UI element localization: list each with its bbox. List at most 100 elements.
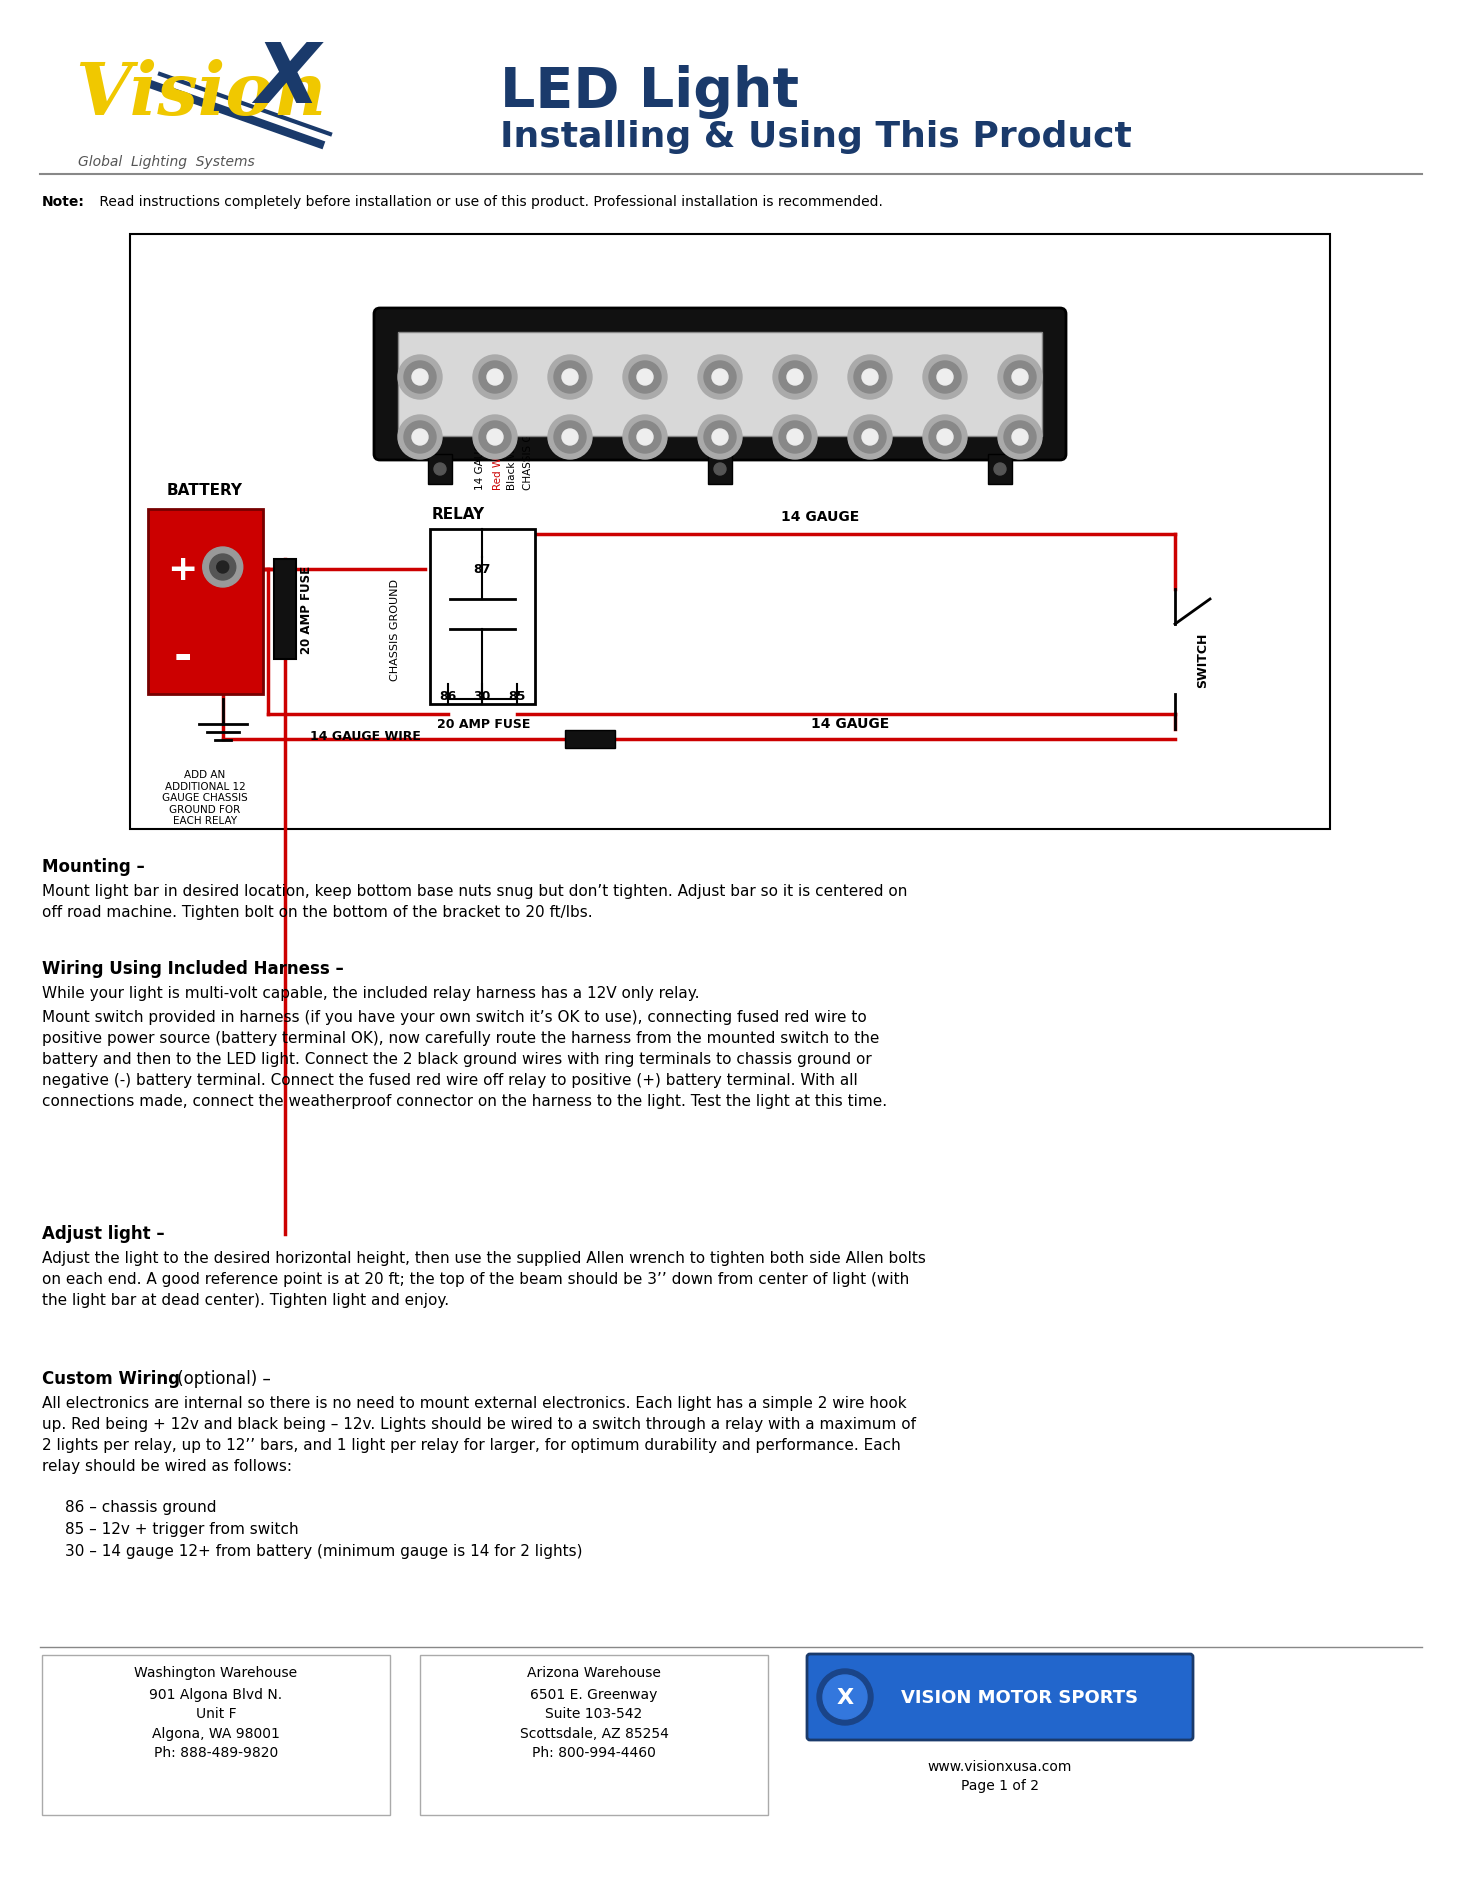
Text: 86: 86 [440, 690, 456, 703]
Bar [148, 509, 263, 694]
Text: SWITCH: SWITCH [1196, 632, 1209, 688]
Text: 901 Algona Blvd N.
Unit F
Algona, WA 98001
Ph: 888-489-9820: 901 Algona Blvd N. Unit F Algona, WA 980… [149, 1686, 282, 1760]
Circle shape [637, 431, 654, 446]
Text: -: - [174, 635, 192, 679]
Circle shape [1004, 361, 1037, 393]
Bar [130, 235, 1330, 829]
FancyBboxPatch shape [807, 1654, 1193, 1741]
Circle shape [203, 547, 243, 588]
Text: CHASSIS GROUND: CHASSIS GROUND [523, 395, 534, 489]
Circle shape [705, 421, 735, 453]
Circle shape [928, 421, 961, 453]
Text: (optional) –: (optional) – [173, 1369, 270, 1387]
Bar [428, 455, 452, 485]
Text: 14 GAUGE WIRE: 14 GAUGE WIRE [310, 729, 421, 743]
Bar [42, 1654, 390, 1814]
Circle shape [863, 370, 879, 385]
Circle shape [787, 370, 803, 385]
Circle shape [999, 355, 1042, 400]
Circle shape [487, 370, 503, 385]
Bar [430, 530, 535, 705]
Circle shape [554, 421, 586, 453]
Circle shape [854, 361, 886, 393]
Text: Custom Wiring: Custom Wiring [42, 1369, 180, 1387]
Text: Red Wire: Red Wire [493, 444, 503, 489]
Bar [564, 731, 616, 748]
Circle shape [779, 421, 811, 453]
Bar [420, 1654, 768, 1814]
Circle shape [999, 415, 1042, 461]
Text: Arizona Warehouse: Arizona Warehouse [528, 1666, 661, 1679]
Circle shape [937, 431, 953, 446]
Circle shape [623, 415, 667, 461]
Text: 14 GAUGE: 14 GAUGE [781, 509, 860, 525]
Circle shape [928, 361, 961, 393]
Circle shape [787, 431, 803, 446]
Text: X: X [254, 39, 319, 120]
Circle shape [216, 562, 228, 573]
Text: +: + [167, 553, 197, 587]
Circle shape [480, 361, 512, 393]
Text: BATTERY: BATTERY [167, 483, 243, 498]
Circle shape [404, 421, 436, 453]
Text: Wiring Using Included Harness –: Wiring Using Included Harness – [42, 959, 344, 978]
Text: Read instructions completely before installation or use of this product. Profess: Read instructions completely before inst… [95, 196, 883, 209]
Circle shape [209, 555, 235, 581]
Circle shape [923, 355, 966, 400]
Text: Note:: Note: [42, 196, 85, 209]
Text: 14 GAUGE: 14 GAUGE [811, 716, 889, 731]
Bar [988, 455, 1012, 485]
Text: ADD AN
ADDITIONAL 12
GAUGE CHASSIS
GROUND FOR
EACH RELAY: ADD AN ADDITIONAL 12 GAUGE CHASSIS GROUN… [162, 769, 249, 825]
Circle shape [480, 421, 512, 453]
Circle shape [994, 464, 1006, 476]
Text: 6501 E. Greenway
Suite 103-542
Scottsdale, AZ 85254
Ph: 800-994-4460: 6501 E. Greenway Suite 103-542 Scottsdal… [519, 1686, 668, 1760]
Circle shape [1012, 370, 1028, 385]
Text: 14 GAUGE WIRE: 14 GAUGE WIRE [475, 406, 485, 489]
Circle shape [548, 355, 592, 400]
Circle shape [773, 415, 817, 461]
Text: Mounting –: Mounting – [42, 857, 145, 876]
Text: Vision: Vision [75, 58, 326, 130]
Text: Global  Lighting  Systems: Global Lighting Systems [77, 154, 254, 169]
Circle shape [629, 361, 661, 393]
Circle shape [713, 464, 727, 476]
Text: Mount light bar in desired location, keep bottom base nuts snug but don’t tighte: Mount light bar in desired location, kee… [42, 884, 908, 919]
Bar [708, 455, 732, 485]
Circle shape [474, 415, 518, 461]
Circle shape [434, 464, 446, 476]
Circle shape [817, 1669, 873, 1726]
Circle shape [474, 355, 518, 400]
Text: CHASSIS GROUND: CHASSIS GROUND [390, 579, 401, 681]
FancyBboxPatch shape [374, 308, 1066, 461]
Circle shape [1004, 421, 1037, 453]
Circle shape [863, 431, 879, 446]
Text: RELAY: RELAY [431, 508, 485, 523]
Circle shape [1012, 431, 1028, 446]
Text: Black Wire: Black Wire [507, 434, 518, 489]
Circle shape [561, 370, 577, 385]
Text: Mount switch provided in harness (if you have your own switch it’s OK to use), c: Mount switch provided in harness (if you… [42, 1010, 887, 1109]
Bar [398, 333, 1042, 436]
Circle shape [697, 355, 743, 400]
Text: 20 AMP FUSE: 20 AMP FUSE [437, 718, 531, 731]
Circle shape [712, 431, 728, 446]
Text: 85: 85 [509, 690, 526, 703]
Circle shape [548, 415, 592, 461]
Text: 87: 87 [474, 564, 491, 575]
Text: Washington Warehouse: Washington Warehouse [135, 1666, 298, 1679]
Text: All electronics are internal so there is no need to mount external electronics. : All electronics are internal so there is… [42, 1395, 917, 1474]
Bar [273, 560, 295, 660]
Circle shape [398, 415, 442, 461]
Text: 30: 30 [474, 690, 491, 703]
Text: Adjust light –: Adjust light – [42, 1224, 165, 1243]
Circle shape [848, 415, 892, 461]
Circle shape [398, 355, 442, 400]
Circle shape [705, 361, 735, 393]
Text: 86 – chassis ground
85 – 12v + trigger from switch
30 – 14 gauge 12+ from batter: 86 – chassis ground 85 – 12v + trigger f… [64, 1498, 582, 1559]
Circle shape [697, 415, 743, 461]
Text: www.visionxusa.com
Page 1 of 2: www.visionxusa.com Page 1 of 2 [928, 1760, 1072, 1792]
Text: Installing & Using This Product: Installing & Using This Product [500, 120, 1132, 154]
Circle shape [561, 431, 577, 446]
Text: Adjust the light to the desired horizontal height, then use the supplied Allen w: Adjust the light to the desired horizont… [42, 1250, 925, 1307]
Circle shape [823, 1675, 867, 1718]
